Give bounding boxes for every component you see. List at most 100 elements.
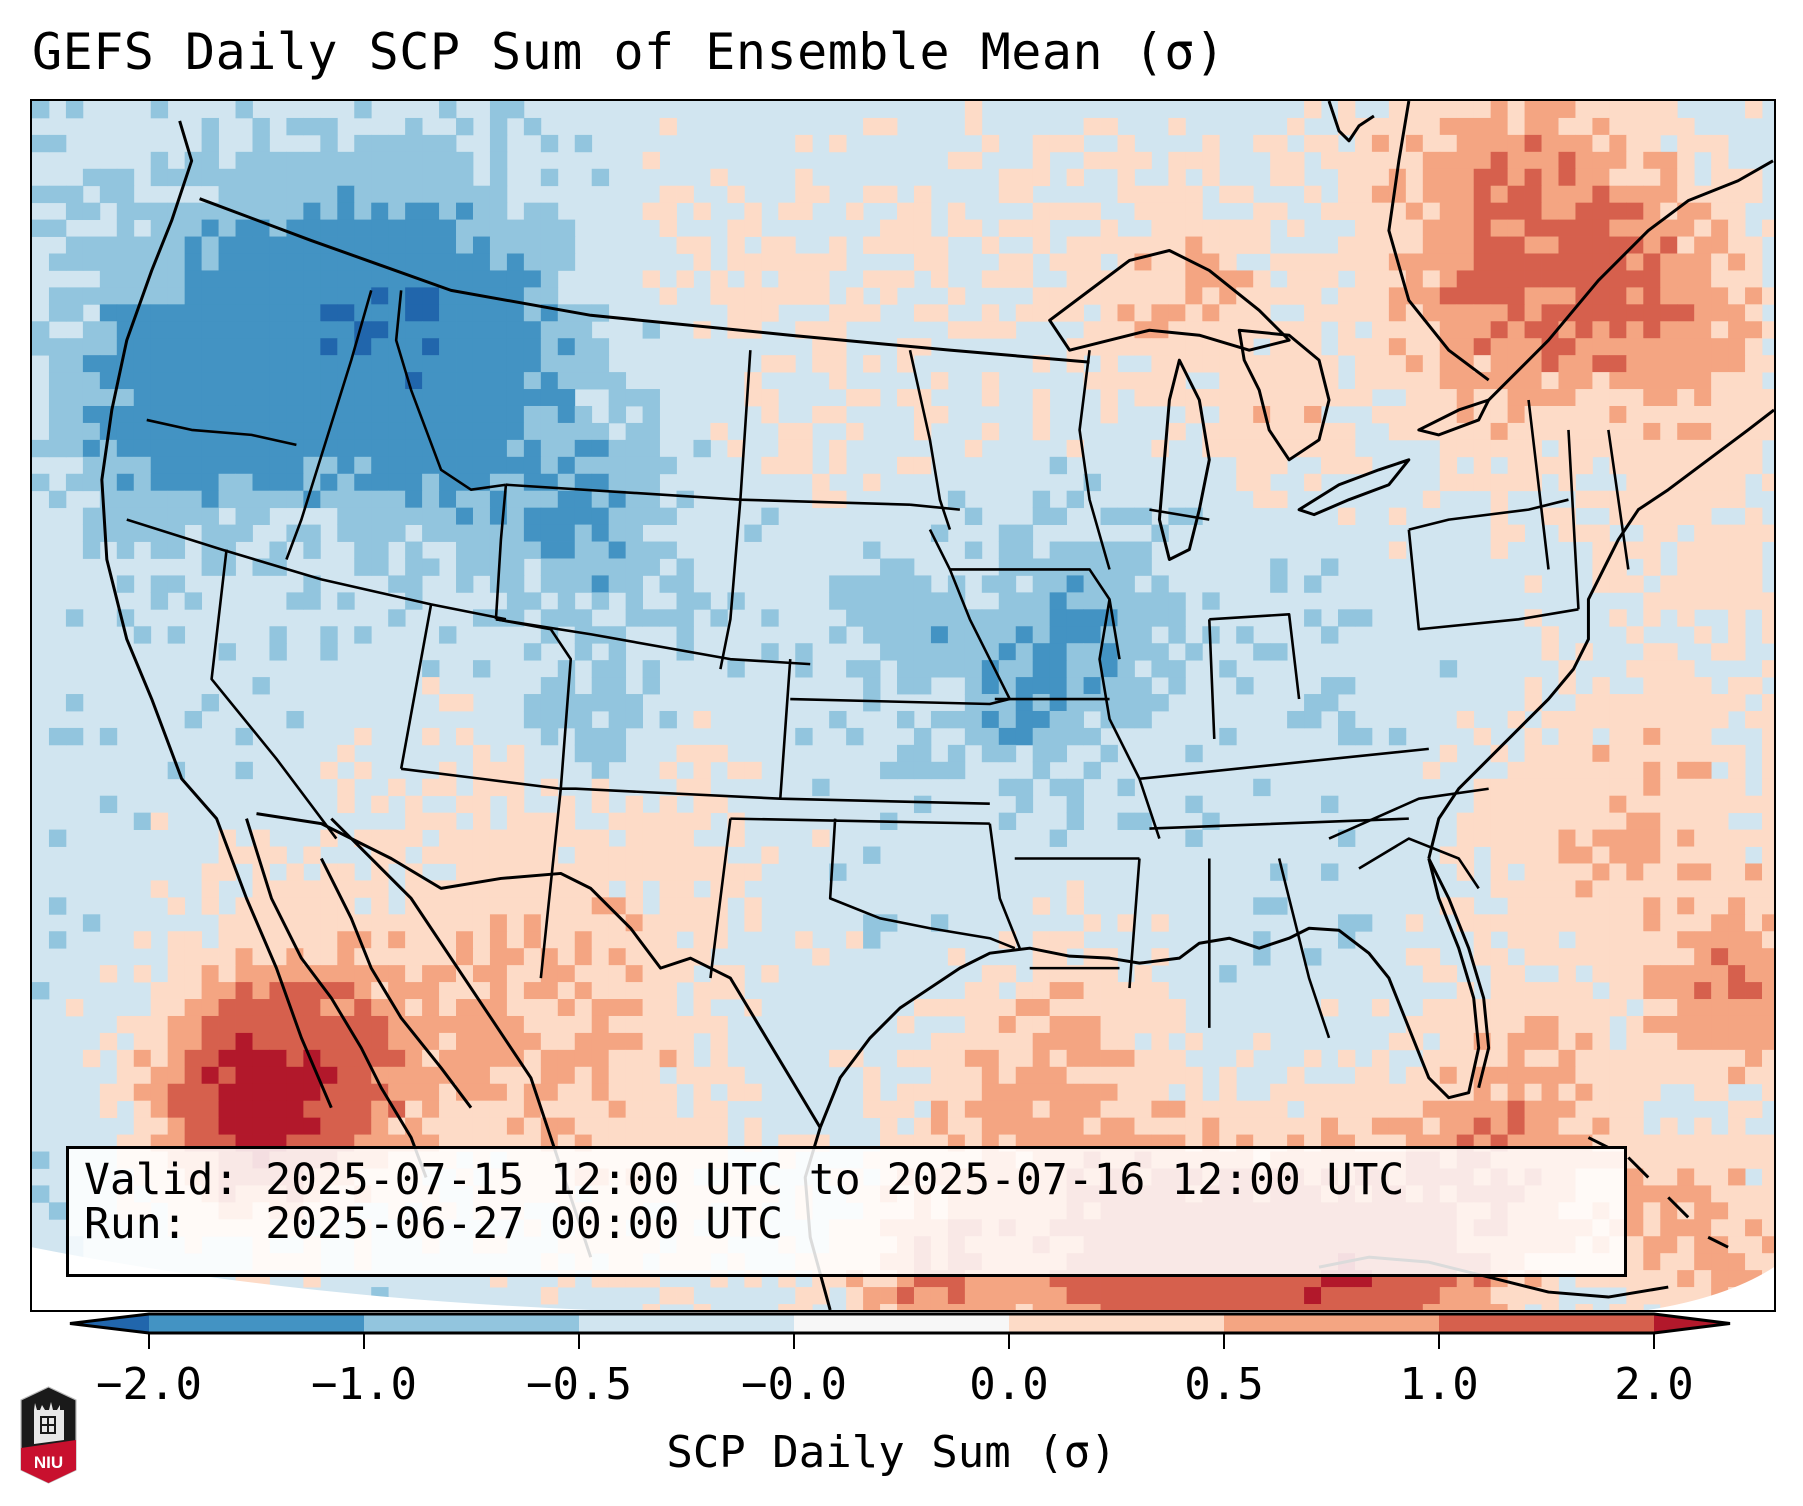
grid-cell [405, 134, 423, 153]
grid-cell [48, 897, 67, 915]
grid-cell [1728, 270, 1746, 288]
grid-cell [1745, 1236, 1763, 1254]
grid-cell [1677, 1253, 1695, 1271]
grid-cell [489, 321, 508, 339]
grid-cell [897, 744, 915, 763]
grid-cell [337, 151, 355, 170]
grid-cell [252, 1066, 270, 1085]
grid-cell [574, 321, 593, 339]
grid-cell [201, 287, 219, 305]
grid-cell [1490, 846, 1509, 864]
grid-cell [710, 1117, 728, 1135]
grid-cell [1117, 1304, 1135, 1310]
map-panel[interactable] [30, 99, 1776, 1312]
grid-cell [405, 982, 423, 1000]
grid-cell [1609, 338, 1627, 356]
grid-cell [1066, 1100, 1084, 1119]
grid-cell [625, 1083, 643, 1102]
grid-cell [727, 812, 745, 830]
grid-cell [608, 677, 627, 695]
grid-cell [625, 524, 643, 542]
grid-cell [812, 948, 830, 966]
grid-cell [642, 1304, 660, 1310]
grid-cell [625, 931, 643, 949]
grid-cell [642, 1015, 660, 1034]
grid-cell [947, 609, 966, 627]
grid-cell [913, 236, 932, 254]
grid-cell [1626, 863, 1644, 881]
grid-cell [1066, 592, 1084, 610]
grid-cell [1304, 185, 1322, 204]
grid-cell [472, 558, 491, 576]
grid-cell [1507, 202, 1525, 221]
grid-cell [1304, 270, 1322, 288]
grid-cell [201, 439, 219, 458]
grid-cell [930, 1117, 949, 1135]
grid-cell [1592, 1083, 1610, 1102]
gulf-coastline [818, 858, 1481, 1129]
grid-cell [710, 914, 728, 932]
grid-cell [1473, 304, 1492, 322]
grid-cell [1728, 948, 1746, 966]
grid-cell [82, 253, 101, 271]
grid-cell [1677, 355, 1695, 373]
grid-cell [1660, 456, 1678, 475]
grid-cell [1694, 439, 1712, 458]
grid-cell [1609, 1304, 1627, 1310]
grid-cell [456, 236, 474, 254]
grid-cell [235, 914, 253, 932]
grid-cell [659, 829, 677, 847]
grid-cell [1490, 863, 1509, 881]
grid-cell [642, 914, 660, 932]
grid-cell [1728, 829, 1746, 847]
grid-cell [642, 1032, 660, 1051]
grid-cell [1592, 694, 1610, 712]
grid-cell [1473, 473, 1492, 492]
grid-cell [1490, 168, 1509, 187]
grid-cell [422, 1066, 440, 1085]
grid-cell [337, 1066, 355, 1085]
colorbar-tick-label: 0.0 [969, 1359, 1049, 1410]
grid-cell [880, 287, 898, 305]
grid-cell [1728, 863, 1746, 881]
grid-cell [1456, 117, 1475, 136]
grid-cell [523, 473, 542, 492]
grid-cell [489, 999, 508, 1017]
grid-cell [1083, 151, 1101, 170]
grid-cell [1626, 389, 1644, 407]
grid-cell [998, 710, 1017, 729]
grid-cell [235, 507, 253, 525]
grid-cell [133, 456, 152, 475]
grid-cell [998, 999, 1017, 1017]
grid-cell [439, 253, 457, 271]
grid-cell [1660, 422, 1678, 441]
grid-cell [472, 948, 491, 966]
grid-cell [727, 880, 745, 898]
grid-cell [1083, 1100, 1101, 1119]
grid-cell [1405, 168, 1424, 187]
run-label: Run: [84, 1199, 188, 1249]
grid-cell [1439, 1304, 1458, 1310]
grid-cell [150, 490, 169, 509]
grid-cell [744, 253, 762, 271]
grid-cell [930, 761, 949, 780]
projection-outside-area-right [1648, 1267, 1774, 1310]
grid-cell [472, 1100, 491, 1119]
grid-cell [998, 744, 1017, 763]
grid-cell [489, 778, 508, 797]
grid-cell [1473, 355, 1492, 373]
grid-cell [388, 965, 406, 983]
grid-cell [1677, 931, 1695, 949]
grid-cell [133, 422, 152, 441]
grid-cell [1524, 456, 1542, 475]
grid-cell [540, 1015, 559, 1034]
grid-cell [1049, 1066, 1068, 1085]
grid-cell [1473, 914, 1492, 932]
grid-cell [167, 931, 186, 949]
state-border-nm-tx-ok [730, 817, 1016, 950]
grid-cell [659, 1032, 677, 1051]
grid-cell [82, 372, 101, 390]
grid-cell [1728, 524, 1746, 542]
grid-cell [1711, 897, 1729, 915]
grid-cell [1219, 965, 1237, 983]
